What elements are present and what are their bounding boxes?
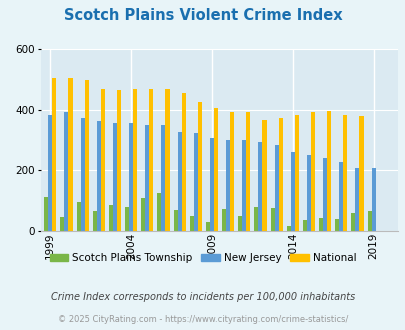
Bar <box>60 217 64 231</box>
Bar <box>44 197 48 231</box>
Bar <box>246 113 250 231</box>
Bar <box>322 158 326 231</box>
Bar <box>145 124 149 231</box>
Bar <box>226 140 230 231</box>
Bar <box>339 162 343 231</box>
Bar <box>343 115 347 231</box>
Bar <box>290 152 294 231</box>
Bar <box>274 146 278 231</box>
Bar <box>133 89 137 231</box>
Text: Crime Index corresponds to incidents per 100,000 inhabitants: Crime Index corresponds to incidents per… <box>51 292 354 302</box>
Bar <box>270 208 274 231</box>
Bar <box>92 211 96 231</box>
Bar <box>354 168 358 231</box>
Bar <box>306 155 310 231</box>
Bar <box>48 115 52 231</box>
Bar <box>52 78 56 231</box>
Bar <box>294 115 298 231</box>
Bar <box>141 198 145 231</box>
Bar <box>213 109 217 231</box>
Bar <box>193 133 197 231</box>
Bar <box>161 125 165 231</box>
Bar <box>96 121 100 231</box>
Bar <box>100 88 104 231</box>
Bar <box>351 213 354 231</box>
Bar <box>367 211 371 231</box>
Bar <box>125 207 129 231</box>
Bar <box>230 113 234 231</box>
Bar <box>205 222 209 231</box>
Bar <box>318 218 322 231</box>
Bar <box>165 89 169 231</box>
Bar <box>68 78 72 231</box>
Bar <box>157 193 161 231</box>
Bar <box>371 168 375 231</box>
Bar <box>113 123 117 231</box>
Text: © 2025 CityRating.com - https://www.cityrating.com/crime-statistics/: © 2025 CityRating.com - https://www.city… <box>58 315 347 324</box>
Bar <box>149 89 153 231</box>
Bar <box>173 211 177 231</box>
Bar <box>197 102 201 231</box>
Legend: Scotch Plains Township, New Jersey, National: Scotch Plains Township, New Jersey, Nati… <box>45 249 360 267</box>
Bar <box>77 202 81 231</box>
Bar <box>81 117 85 231</box>
Bar <box>189 216 193 231</box>
Bar <box>262 120 266 231</box>
Bar <box>85 80 88 231</box>
Bar <box>258 142 262 231</box>
Bar <box>358 116 362 231</box>
Text: Scotch Plains Violent Crime Index: Scotch Plains Violent Crime Index <box>64 8 341 23</box>
Bar <box>335 219 339 231</box>
Bar <box>64 112 68 231</box>
Bar <box>117 90 121 231</box>
Bar <box>254 207 258 231</box>
Bar <box>181 93 185 231</box>
Bar <box>109 205 113 231</box>
Bar <box>302 219 306 231</box>
Bar <box>326 111 330 231</box>
Bar <box>278 118 282 231</box>
Bar <box>129 123 133 231</box>
Bar <box>222 209 226 231</box>
Bar <box>286 226 290 231</box>
Bar <box>238 216 242 231</box>
Bar <box>177 132 181 231</box>
Bar <box>310 112 314 231</box>
Bar <box>242 140 246 231</box>
Bar <box>209 138 213 231</box>
